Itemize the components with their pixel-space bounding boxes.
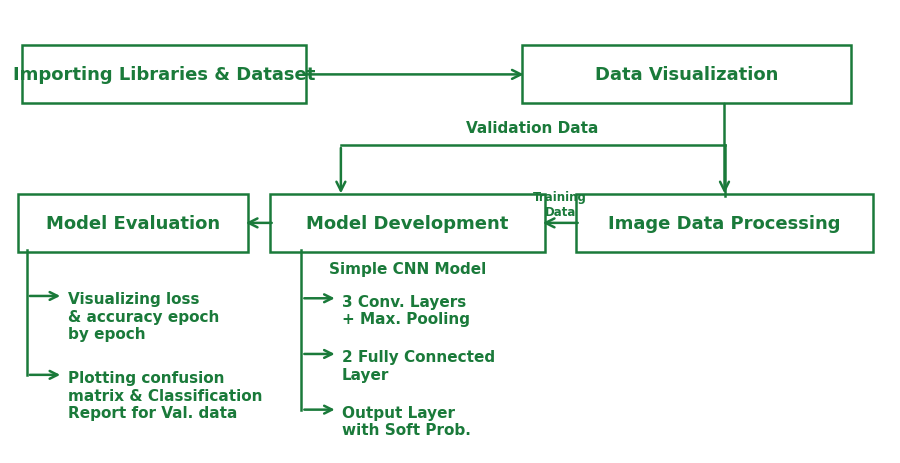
Text: Validation Data: Validation Data (466, 121, 598, 136)
FancyBboxPatch shape (270, 194, 544, 252)
Text: Plotting confusion
matrix & Classification
Report for Val. data: Plotting confusion matrix & Classificati… (68, 370, 262, 420)
Text: Data Visualization: Data Visualization (595, 66, 778, 84)
Text: 2 Fully Connected
Layer: 2 Fully Connected Layer (342, 350, 495, 382)
FancyBboxPatch shape (22, 46, 306, 104)
Text: Model Evaluation: Model Evaluation (46, 214, 220, 232)
FancyBboxPatch shape (18, 194, 248, 252)
Text: Model Development: Model Development (306, 214, 508, 232)
FancyBboxPatch shape (522, 46, 850, 104)
Text: Visualizing loss
& accuracy epoch
by epoch: Visualizing loss & accuracy epoch by epo… (68, 292, 219, 341)
Text: 3 Conv. Layers
+ Max. Pooling: 3 Conv. Layers + Max. Pooling (342, 294, 470, 326)
Text: Training
Data: Training Data (534, 191, 587, 219)
Text: Simple CNN Model: Simple CNN Model (328, 262, 486, 276)
Text: Image Data Processing: Image Data Processing (608, 214, 841, 232)
Text: Output Layer
with Soft Prob.: Output Layer with Soft Prob. (342, 405, 471, 438)
Text: Importing Libraries & Dataset: Importing Libraries & Dataset (14, 66, 315, 84)
FancyBboxPatch shape (576, 194, 873, 252)
